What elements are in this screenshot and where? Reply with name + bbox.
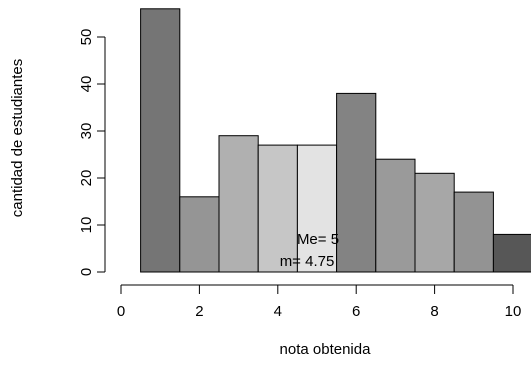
histogram-bar-5 (296, 144, 338, 273)
y-axis: 0 10 20 30 40 50 (78, 29, 106, 276)
y-tick-label-0: 0 (78, 268, 95, 276)
histogram-bar-2 (179, 196, 220, 273)
bars-group (140, 8, 531, 273)
histogram-bar-8 (414, 172, 455, 273)
histogram-bar-9 (453, 191, 494, 273)
y-tick-label-30: 30 (78, 123, 95, 140)
x-tick-label-6: 6 (352, 303, 360, 320)
histogram-bar-3 (218, 135, 259, 273)
x-tick-label-10: 10 (505, 303, 522, 320)
x-tick-label-8: 8 (430, 303, 438, 320)
histogram-bar-1 (140, 8, 181, 273)
mean-annotation: m= 4.75 (280, 253, 335, 270)
median-annotation: Me= 5 (297, 231, 339, 248)
x-tick-label-2: 2 (195, 303, 203, 320)
x-axis: 0 2 4 6 8 10 (117, 284, 522, 320)
x-tick-label-0: 0 (117, 303, 125, 320)
y-tick-label-20: 20 (78, 170, 95, 187)
y-tick-label-50: 50 (78, 29, 95, 46)
y-axis-title: cantidad de estudiantes (9, 59, 26, 217)
y-tick-label-10: 10 (78, 217, 95, 234)
histogram-bar-10 (492, 233, 531, 273)
x-tick-label-4: 4 (274, 303, 282, 320)
x-axis-title: nota obtenida (280, 341, 372, 358)
histogram-bar-6 (336, 92, 377, 273)
histogram-bar-7 (375, 158, 416, 273)
y-tick-label-40: 40 (78, 76, 95, 93)
